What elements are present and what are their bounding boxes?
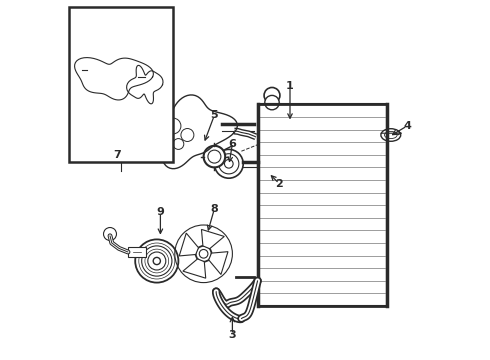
Polygon shape xyxy=(201,229,224,249)
Ellipse shape xyxy=(381,129,401,141)
Circle shape xyxy=(264,87,280,103)
Polygon shape xyxy=(179,233,198,256)
Bar xyxy=(128,247,146,257)
Text: 9: 9 xyxy=(156,207,164,217)
Text: 2: 2 xyxy=(275,179,283,189)
Circle shape xyxy=(215,149,243,178)
Text: 4: 4 xyxy=(403,121,411,131)
Text: 8: 8 xyxy=(211,204,218,214)
Text: 1: 1 xyxy=(286,81,294,91)
Circle shape xyxy=(99,63,126,91)
Text: 3: 3 xyxy=(229,330,236,340)
Bar xyxy=(69,7,173,162)
Polygon shape xyxy=(183,259,206,278)
Circle shape xyxy=(265,95,279,110)
Text: 7: 7 xyxy=(113,150,121,160)
Circle shape xyxy=(204,146,225,167)
Circle shape xyxy=(196,246,212,262)
Text: 6: 6 xyxy=(228,139,236,149)
Polygon shape xyxy=(209,252,228,274)
Circle shape xyxy=(103,228,117,240)
Circle shape xyxy=(135,239,178,283)
Text: 5: 5 xyxy=(211,110,218,120)
